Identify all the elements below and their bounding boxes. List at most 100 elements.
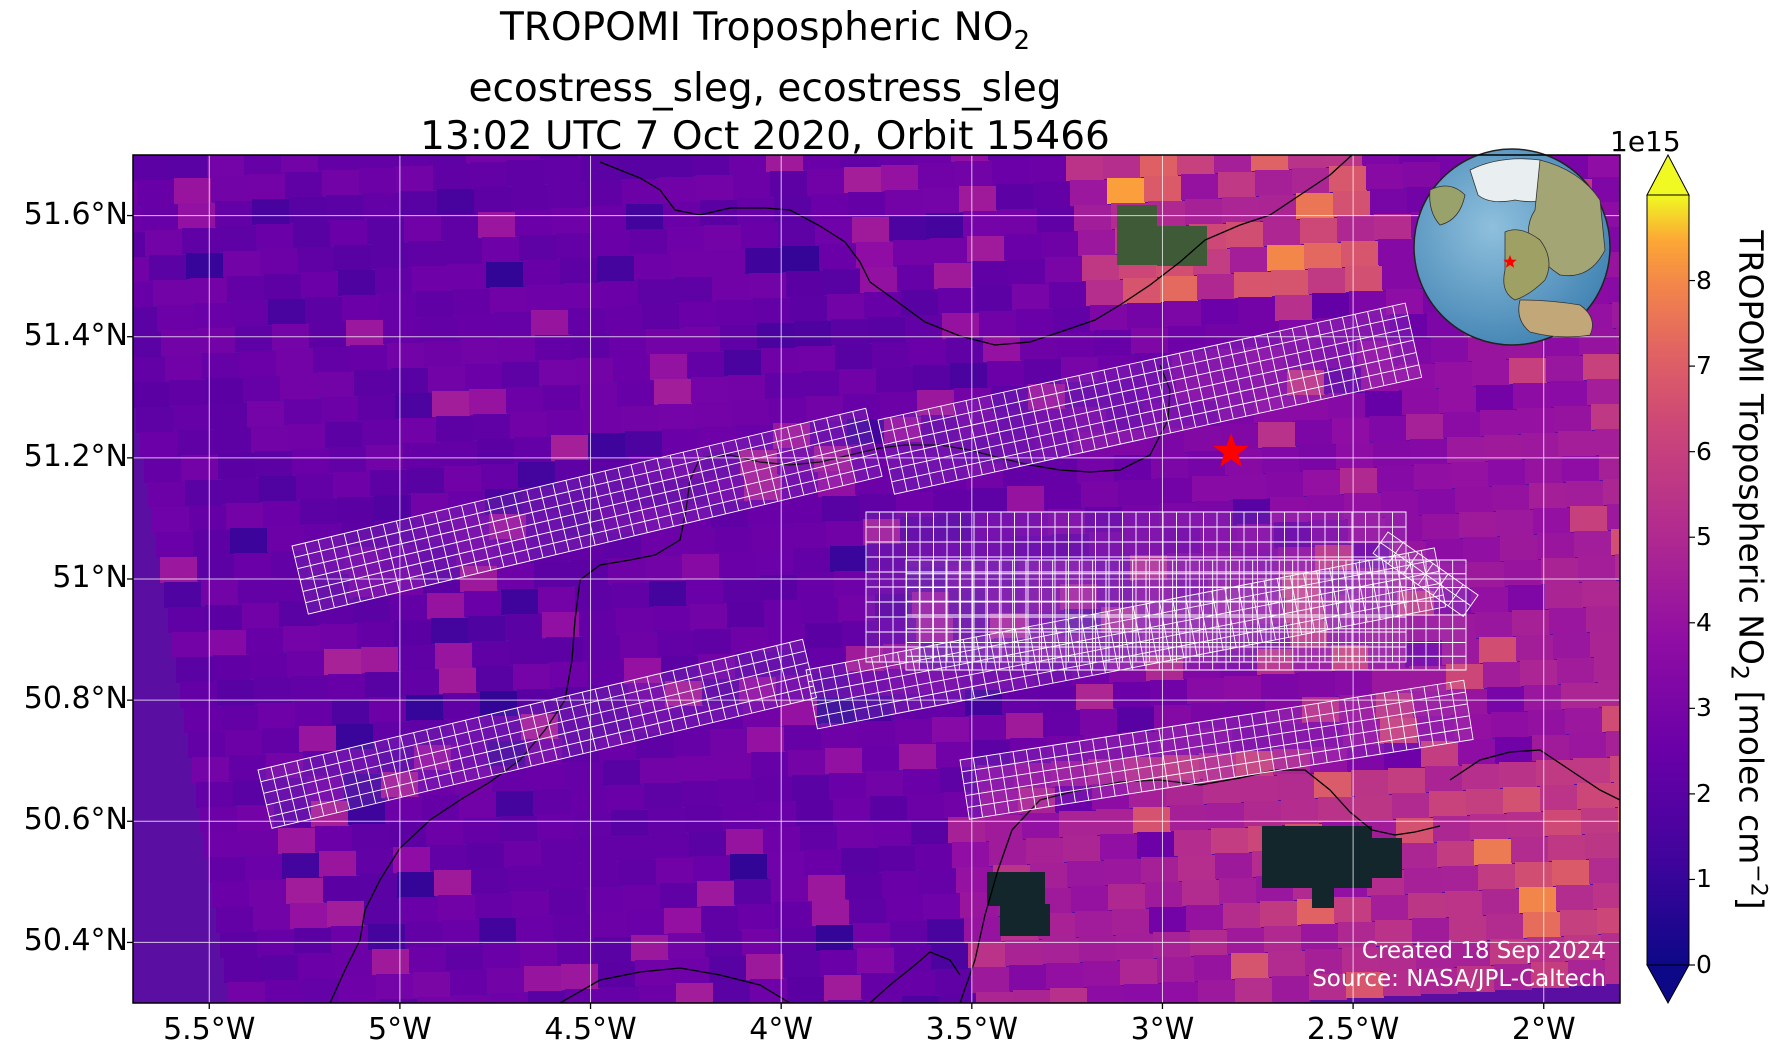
no2-pixel	[1454, 714, 1492, 740]
no2-pixel	[1029, 157, 1067, 183]
lon-tick-label: 2°W	[1511, 1012, 1576, 1047]
no2-pixel	[405, 922, 443, 948]
no2-pixel	[443, 693, 481, 719]
no2-pixel	[256, 224, 294, 250]
no2-pixel	[133, 182, 138, 208]
no2-pixel	[294, 928, 332, 954]
no2-pixel	[1362, 155, 1400, 165]
no2-pixel	[248, 174, 286, 200]
no2-pixel	[490, 287, 528, 313]
no2-pixel	[1086, 280, 1124, 306]
no2-pixel	[390, 595, 428, 621]
no2-pixel	[840, 155, 878, 168]
no2-pixel	[1556, 885, 1594, 911]
no2-pixel	[683, 327, 721, 353]
no2-pixel	[846, 646, 884, 672]
no2-pixel	[858, 721, 896, 747]
no2-pixel	[507, 160, 545, 186]
no2-pixel	[951, 155, 989, 162]
no2-pixel	[348, 799, 386, 825]
no2-pixel	[548, 183, 586, 209]
no2-pixel	[955, 161, 993, 187]
no2-pixel	[1443, 412, 1481, 438]
lat-tick-label: 50.8°N	[23, 681, 128, 717]
no2-pixel	[537, 814, 575, 840]
no2-pixel	[687, 352, 725, 378]
no2-pixel	[1512, 610, 1550, 636]
no2-pixel	[320, 624, 358, 650]
no2-pixel	[970, 488, 1008, 514]
no2-pixel	[1606, 731, 1620, 757]
no2-pixel	[872, 342, 910, 368]
no2-pixel	[1004, 234, 1042, 260]
no2-pixel	[623, 885, 661, 911]
no2-pixel	[1108, 884, 1146, 910]
no2-pixel	[389, 822, 427, 848]
no2-pixel	[896, 492, 934, 518]
no2-pixel	[690, 604, 728, 630]
no2-pixel	[286, 878, 324, 904]
no2-pixel	[693, 856, 731, 882]
no2-pixel	[794, 321, 832, 347]
no2-pixel	[876, 367, 914, 393]
no2-pixel	[1066, 155, 1104, 181]
no2-pixel	[895, 719, 933, 745]
no2-pixel	[1181, 174, 1219, 200]
no2-pixel	[540, 155, 578, 159]
no2-pixel	[1170, 805, 1208, 831]
no2-pixel	[752, 525, 790, 551]
no2-pixel	[1447, 437, 1485, 463]
no2-pixel	[1268, 951, 1306, 977]
no2-pixel	[582, 862, 620, 888]
no2-pixel	[796, 800, 834, 826]
no2-pixel	[1080, 709, 1118, 735]
no2-pixel	[852, 217, 890, 243]
no2-pixel	[1531, 962, 1569, 988]
no2-pixel	[911, 819, 949, 845]
no2-pixel	[1142, 630, 1180, 656]
no2-pixel	[1416, 943, 1454, 969]
no2-pixel	[977, 765, 1015, 791]
no2-pixel	[1388, 768, 1426, 794]
no2-pixel	[1131, 328, 1169, 354]
no2-pixel	[184, 707, 222, 733]
no2-pixel	[1613, 75, 1651, 101]
no2-pixel	[1087, 986, 1125, 1003]
no2-pixel	[342, 295, 380, 321]
no2-pixel	[1550, 381, 1588, 407]
no2-pixel	[217, 680, 255, 706]
no2-pixel	[278, 828, 316, 854]
no2-pixel	[1457, 966, 1495, 992]
no2-pixel	[695, 402, 733, 428]
no2-pixel	[1503, 787, 1541, 813]
no2-pixel	[352, 824, 390, 850]
lon-tick-label: 4.5°W	[544, 1012, 637, 1047]
no2-pixel	[673, 731, 711, 757]
no2-pixel	[839, 369, 877, 395]
no2-pixel	[393, 847, 431, 873]
no2-pixel	[1295, 420, 1333, 446]
no2-pixel	[437, 189, 475, 215]
no2-pixel	[1338, 922, 1376, 948]
no2-pixel	[586, 887, 624, 913]
no2-pixel	[211, 176, 249, 202]
no2-pixel	[1591, 404, 1620, 430]
no2-pixel	[653, 606, 691, 632]
no2-pixel	[321, 397, 359, 423]
no2-pixel	[1345, 266, 1383, 292]
no2-pixel	[901, 290, 939, 316]
no2-pixel	[1137, 832, 1175, 858]
no2-pixel	[1574, 531, 1612, 557]
no2-pixel	[845, 873, 883, 899]
no2-pixel	[564, 283, 602, 309]
no2-pixel	[230, 528, 268, 554]
colorbar-tick-label: 5	[1696, 522, 1712, 552]
no2-pixel	[1436, 155, 1474, 161]
no2-pixel	[923, 894, 961, 920]
no2-pixel	[696, 175, 734, 201]
no2-pixel	[1145, 882, 1183, 908]
no2-pixel	[619, 860, 657, 886]
no2-pixel	[893, 240, 931, 266]
no2-pixel	[835, 344, 873, 370]
no2-pixel	[222, 478, 260, 504]
